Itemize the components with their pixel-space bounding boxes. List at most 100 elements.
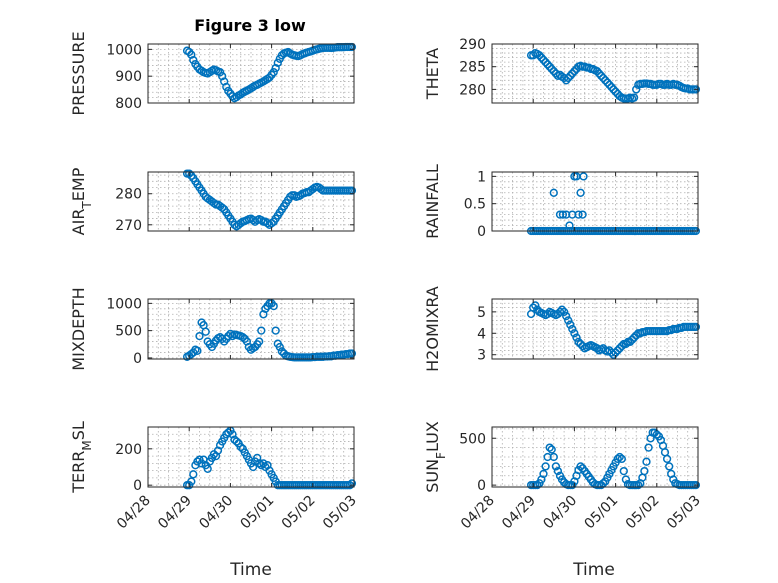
y-axis-label: PRESSURE	[69, 31, 88, 115]
y-tick-label: 285	[459, 60, 486, 76]
data-point	[615, 344, 624, 353]
y-tick-label: 200	[115, 442, 142, 458]
axes-frame	[491, 298, 699, 360]
data-point	[574, 337, 583, 347]
data-point	[187, 349, 196, 359]
data-point	[537, 53, 546, 62]
data-point	[549, 452, 558, 462]
data-point	[185, 169, 194, 178]
y-tick-label: 0	[133, 351, 142, 367]
data-point	[579, 172, 588, 181]
data-point	[201, 327, 210, 336]
data-point	[187, 477, 196, 486]
axes-frame	[147, 426, 355, 488]
data-point	[224, 428, 233, 437]
data-point	[555, 307, 565, 317]
data-point	[551, 462, 561, 471]
data-point	[557, 305, 567, 314]
x-axis-label-right: Time	[572, 560, 615, 580]
data-point	[539, 55, 548, 65]
data-point	[629, 333, 639, 342]
data-series	[182, 426, 357, 490]
data-point	[609, 85, 618, 94]
axes-frame	[147, 43, 355, 104]
data-point	[607, 82, 616, 92]
y-tick-label: 800	[115, 96, 142, 112]
axes-frame	[491, 43, 699, 104]
data-series	[182, 169, 357, 231]
data-point	[269, 68, 278, 77]
y-axis-label: SUNFLUX	[423, 421, 448, 493]
y-axis-label: H2OMIXRA	[423, 286, 442, 372]
data-point	[543, 60, 552, 69]
y-tick-label: 5	[477, 305, 486, 321]
data-point	[565, 221, 574, 230]
y-tick-label: 1000	[106, 296, 142, 312]
data-point	[568, 324, 577, 334]
data-point	[533, 480, 542, 490]
data-point	[549, 188, 558, 197]
subplot-air-temp: 270 280 AIRTEMP	[69, 167, 357, 235]
data-point	[652, 430, 661, 439]
data-point	[277, 347, 287, 356]
data-point	[539, 469, 548, 479]
axes-frame	[147, 171, 355, 232]
y-tick-label: 4	[477, 326, 486, 342]
data-point	[255, 459, 264, 468]
data-point	[271, 326, 280, 335]
y-tick-label: 500	[459, 431, 486, 447]
axes-frame	[147, 298, 355, 360]
data-point	[218, 72, 227, 81]
data-point	[574, 210, 583, 219]
data-point	[529, 303, 538, 312]
data-point	[547, 64, 556, 74]
data-point	[257, 326, 266, 335]
y-tick-label: 900	[115, 69, 142, 85]
data-point	[559, 307, 569, 317]
data-point	[615, 452, 624, 462]
axes-frame	[491, 171, 699, 232]
data-point	[566, 320, 575, 329]
y-tick-label: 500	[115, 324, 142, 340]
data-point	[215, 68, 225, 77]
data-point	[195, 331, 204, 341]
data-point	[603, 78, 612, 87]
data-series	[526, 301, 701, 359]
data-point	[541, 462, 550, 471]
subplot-theta: 280 285 290 THETA	[423, 37, 701, 104]
data-point	[189, 55, 198, 65]
data-point	[625, 337, 635, 347]
data-point	[611, 87, 620, 96]
data-point	[564, 73, 573, 83]
data-point	[592, 67, 602, 76]
data-point	[551, 69, 561, 78]
data-point	[576, 339, 585, 349]
data-point	[597, 71, 606, 80]
data-point	[562, 76, 571, 85]
y-tick-label: 0	[477, 224, 486, 240]
subplot-mixdepth: 0 500 1000 MIXDEPTH	[69, 287, 357, 371]
data-point	[576, 188, 585, 197]
data-point	[601, 76, 610, 85]
data-point	[627, 335, 637, 344]
data-point	[632, 331, 641, 340]
data-point	[662, 454, 672, 464]
data-point	[553, 466, 563, 476]
data-point	[238, 333, 247, 342]
y-axis-label: TERRMSL	[69, 421, 94, 494]
data-point	[570, 329, 579, 338]
data-point	[570, 67, 579, 76]
data-point	[549, 67, 558, 76]
data-point	[545, 62, 554, 71]
data-point	[275, 342, 284, 352]
data-point	[564, 316, 573, 325]
data-point	[547, 445, 556, 454]
data-point	[613, 454, 622, 464]
data-point	[621, 339, 631, 349]
figure-title: Figure 3 low	[194, 16, 306, 35]
data-point	[203, 464, 212, 473]
data-point	[218, 203, 227, 212]
data-point	[691, 480, 701, 490]
data-point	[644, 443, 653, 452]
